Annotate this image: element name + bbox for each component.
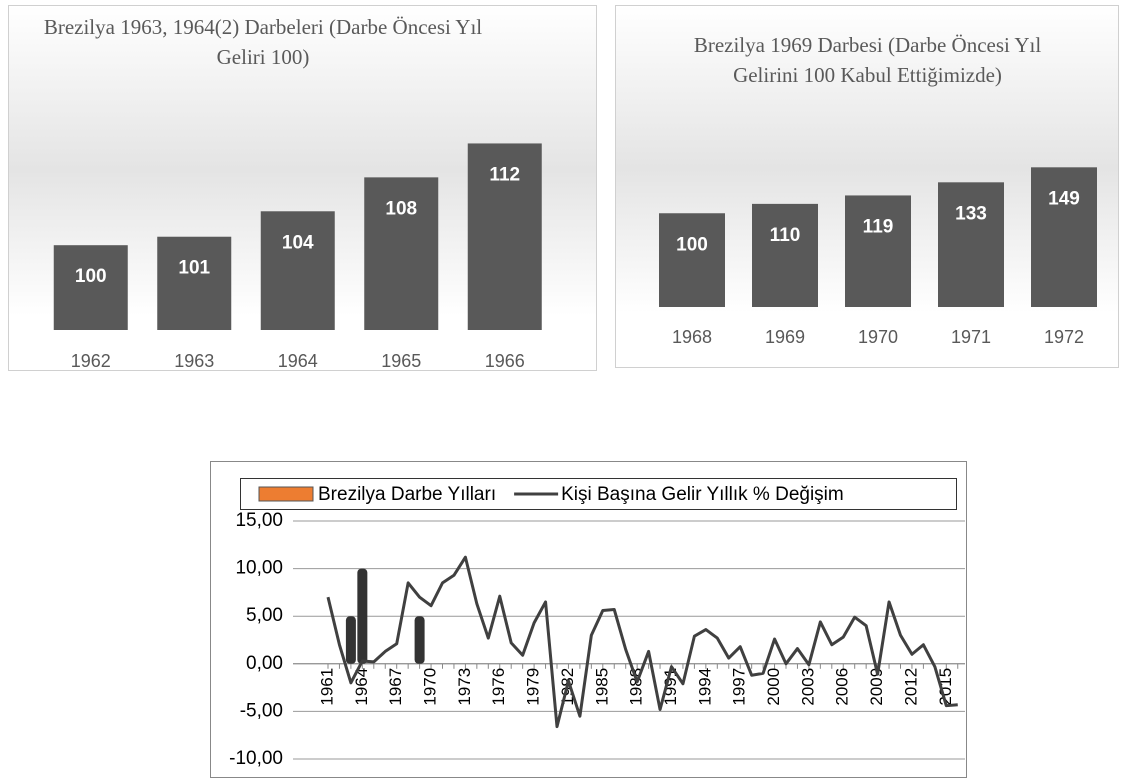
chart-title: Brezilya 1969 Darbesi (Darbe Öncesi Yıl … bbox=[693, 33, 1042, 87]
data-label: 100 bbox=[676, 234, 708, 255]
legend-box bbox=[240, 478, 957, 510]
bar bbox=[260, 211, 335, 330]
x-tick-label: 1962 bbox=[71, 351, 111, 371]
x-tick-label: 1973 bbox=[455, 668, 474, 706]
data-label: 108 bbox=[385, 198, 417, 219]
x-tick-label: 1970 bbox=[421, 668, 440, 706]
x-tick-label: 1985 bbox=[592, 668, 611, 706]
y-tick-label: 5,00 bbox=[246, 605, 283, 626]
x-tick-label: 2003 bbox=[798, 668, 817, 706]
x-tick-label: 2000 bbox=[764, 668, 783, 706]
x-tick-label: 1961 bbox=[317, 668, 336, 706]
bar bbox=[364, 177, 439, 330]
x-tick-label: 1972 bbox=[1044, 327, 1084, 347]
x-tick-label: 1968 bbox=[672, 327, 712, 347]
x-tick-label: 1966 bbox=[485, 351, 525, 371]
y-tick-label: -5,00 bbox=[240, 700, 283, 721]
legend-swatch bbox=[258, 486, 314, 502]
x-tick-label: 1965 bbox=[381, 351, 421, 371]
x-tick-label: 2009 bbox=[867, 668, 886, 706]
data-label: 104 bbox=[282, 232, 314, 253]
data-label: 110 bbox=[770, 225, 801, 246]
data-label: 149 bbox=[1048, 188, 1080, 209]
x-tick-label: 1964 bbox=[352, 668, 371, 706]
x-tick-label: 1994 bbox=[695, 668, 714, 706]
x-tick-label: 1967 bbox=[386, 668, 405, 706]
bar bbox=[845, 195, 911, 307]
x-tick-label: 1991 bbox=[661, 668, 680, 706]
x-tick-label: 2015 bbox=[936, 668, 955, 706]
line bbox=[326, 555, 958, 729]
x-tick-label: 1997 bbox=[730, 668, 749, 706]
data-label: 101 bbox=[178, 258, 210, 279]
x-tick-label: 1964 bbox=[278, 351, 318, 371]
x-tick-label: 1963 bbox=[174, 351, 214, 371]
x-tick-label: 1988 bbox=[627, 668, 646, 706]
x-tick-label: 1971 bbox=[951, 327, 991, 347]
x-tick-label: 2012 bbox=[901, 668, 920, 706]
x-tick-label: 2006 bbox=[833, 668, 852, 706]
data-label: 100 bbox=[75, 266, 107, 287]
x-tick-label: 1970 bbox=[858, 327, 898, 347]
bar bbox=[659, 213, 725, 307]
y-tick-label: 10,00 bbox=[235, 558, 283, 579]
x-tick-label: 1976 bbox=[489, 668, 508, 706]
bar bbox=[345, 616, 356, 664]
chart-title: Brezilya 1963, 1964(2) Darbeleri (Darbe … bbox=[43, 15, 483, 69]
bar bbox=[938, 182, 1004, 307]
data-label: 119 bbox=[863, 216, 894, 237]
x-tick-label: 1969 bbox=[765, 327, 805, 347]
y-tick-label: 0,00 bbox=[246, 653, 283, 674]
bar bbox=[1031, 167, 1097, 307]
chart-frame bbox=[210, 461, 967, 778]
y-tick-label: 15,00 bbox=[235, 510, 283, 531]
y-tick-label: -10,00 bbox=[229, 748, 283, 769]
bar bbox=[467, 143, 542, 330]
bar bbox=[414, 616, 425, 664]
data-label: 133 bbox=[955, 203, 987, 224]
data-label: 112 bbox=[489, 164, 520, 185]
bar bbox=[357, 568, 368, 664]
legend-label: Kişi Başına Gelir Yıllık % Değişim bbox=[561, 484, 844, 505]
bar bbox=[157, 236, 232, 330]
x-tick-label: 1979 bbox=[524, 668, 543, 706]
legend-label: Brezilya Darbe Yılları bbox=[318, 484, 496, 505]
bar bbox=[752, 203, 818, 307]
bar bbox=[53, 245, 128, 330]
